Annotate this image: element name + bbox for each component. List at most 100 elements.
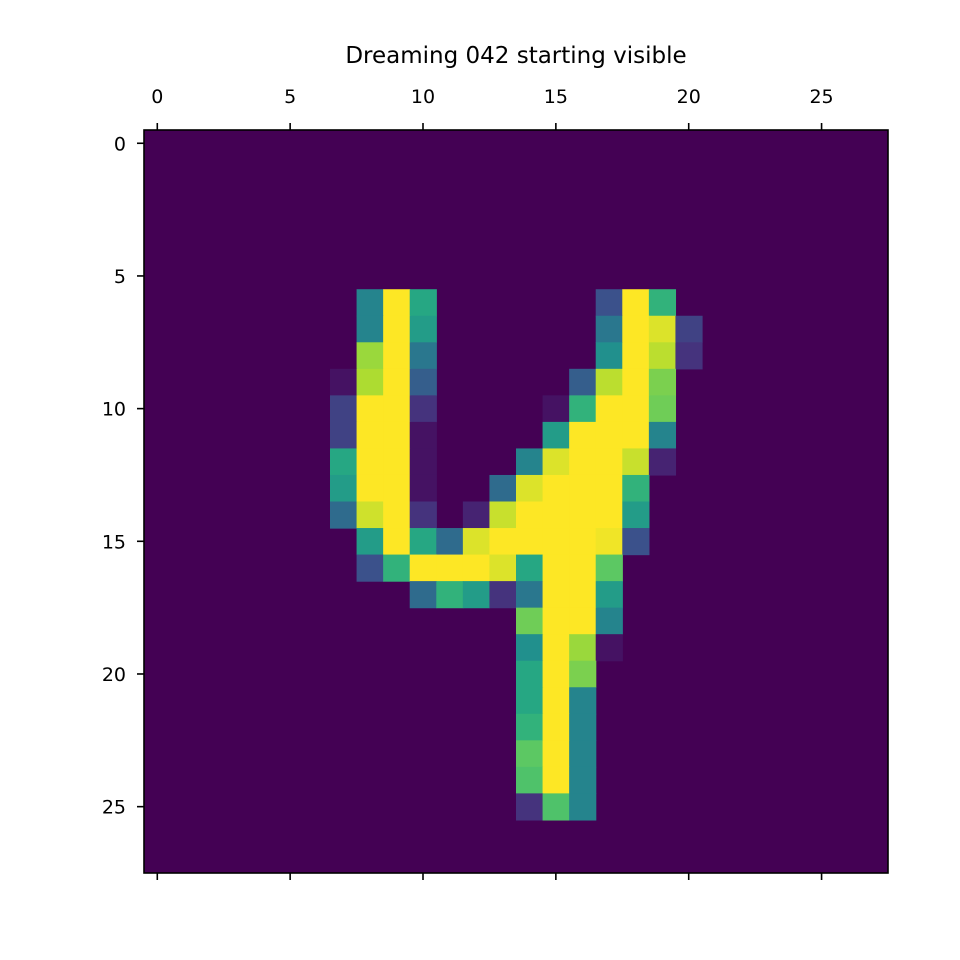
heatmap-cell [409, 528, 437, 556]
heatmap-cell [516, 687, 544, 715]
heatmap-cell [648, 421, 677, 450]
x-tick-label: 15 [544, 86, 568, 108]
heatmap-cell [383, 368, 411, 396]
heatmap-cell [516, 740, 544, 768]
heatmap-cell [569, 713, 597, 741]
heatmap-cell [622, 501, 650, 529]
heatmap-cell [383, 554, 411, 582]
heatmap-cell [516, 554, 544, 582]
heatmap-cell [622, 448, 650, 476]
heatmap-cell [622, 421, 650, 450]
heatmap-cell [648, 315, 677, 343]
heatmap-cell [595, 368, 623, 396]
heatmap-cell [595, 474, 623, 503]
heatmap-cell [542, 793, 570, 821]
heatmap-cell [569, 554, 597, 582]
heatmap-cell [542, 634, 570, 662]
heatmap-cell [409, 315, 437, 343]
heatmap-cell [356, 528, 384, 556]
heatmap-cell [489, 474, 517, 503]
x-tick-label: 10 [411, 86, 435, 108]
heatmap-cell [383, 501, 411, 529]
chart-title: Dreaming 042 starting visible [345, 43, 686, 69]
heatmap-cell [595, 421, 623, 450]
heatmap-cell [542, 421, 570, 450]
heatmap-cell [569, 740, 597, 768]
heatmap-cell [356, 501, 384, 529]
heatmap-cell [569, 368, 597, 396]
y-tick-label: 25 [102, 797, 126, 819]
heatmap-cell [675, 315, 703, 343]
x-tick-label: 5 [284, 86, 296, 108]
heatmap-cell [595, 607, 623, 635]
heatmap-cell [622, 289, 650, 317]
y-tick-label: 15 [102, 531, 126, 553]
heatmap-cell [542, 581, 570, 609]
heatmap-cell [542, 474, 570, 503]
heatmap-cell [569, 528, 597, 556]
x-tick-label: 25 [809, 86, 833, 108]
heatmap-cell [356, 368, 384, 396]
heatmap-cell [648, 448, 677, 476]
heatmap-cell [542, 501, 570, 529]
heatmap-cell [569, 793, 597, 821]
heatmap-cell [409, 368, 437, 396]
heatmap-cell [622, 474, 650, 503]
heatmap-cell [542, 766, 570, 794]
heatmap-cell [542, 687, 570, 715]
heatmap-cell [383, 421, 411, 450]
heatmap-cell [542, 607, 570, 635]
heatmap-cell [462, 581, 491, 609]
heatmap-cell [383, 528, 411, 556]
heatmap-cell [356, 421, 384, 450]
heatmap-cell [462, 554, 491, 582]
heatmap-cell [383, 315, 411, 343]
heatmap-cell [356, 395, 384, 423]
heatmap-cell [409, 474, 437, 503]
heatmap-cell [569, 581, 597, 609]
heatmap-cell [569, 766, 597, 794]
heatmap-cell [569, 395, 597, 423]
heatmap-cell [595, 315, 623, 343]
heatmap-cell [356, 342, 384, 370]
heatmap-cell [516, 660, 544, 688]
heatmap-cells [144, 130, 888, 873]
heatmap-cell [489, 501, 517, 529]
plot-frame [143, 129, 889, 874]
y-tick-label: 10 [102, 399, 126, 421]
y-tick-label: 20 [102, 664, 126, 686]
heatmap-cell [622, 315, 650, 343]
heatmap-cell [330, 368, 358, 396]
heatmap-cell [569, 607, 597, 635]
heatmap-cell [595, 528, 623, 556]
heatmap-cell [383, 342, 411, 370]
heatmap-cell [330, 395, 358, 423]
heatmap-cell [356, 448, 384, 476]
heatmap-cell [356, 315, 384, 343]
heatmap-cell [542, 554, 570, 582]
heatmap-cell [383, 289, 411, 317]
heatmap-cell [595, 581, 623, 609]
heatmap-cell [516, 634, 544, 662]
heatmap-cell [622, 342, 650, 370]
heatmap-cell [595, 448, 623, 476]
heatmap-cell [648, 289, 677, 317]
heatmap-cell [436, 528, 464, 556]
heatmap-cell [675, 342, 703, 370]
heatmap-cell [383, 395, 411, 423]
heatmap-cell [569, 474, 597, 503]
heatmap-cell [356, 289, 384, 317]
axis-ticks: 0 5 10 15 20 25 0 5 10 15 20 25 [102, 86, 834, 880]
heatmap-cell [383, 474, 411, 503]
heatmap-cell [648, 395, 677, 423]
heatmap-cell [462, 528, 491, 556]
heatmap-cell [516, 793, 544, 821]
heatmap-cell [595, 342, 623, 370]
heatmap-cell [330, 501, 358, 529]
heatmap-cell [409, 448, 437, 476]
heatmap-cell [516, 501, 544, 529]
heatmap-cell [516, 448, 544, 476]
x-tick-label: 20 [677, 86, 701, 108]
heatmap-cell [436, 554, 464, 582]
heatmap-cell [542, 448, 570, 476]
